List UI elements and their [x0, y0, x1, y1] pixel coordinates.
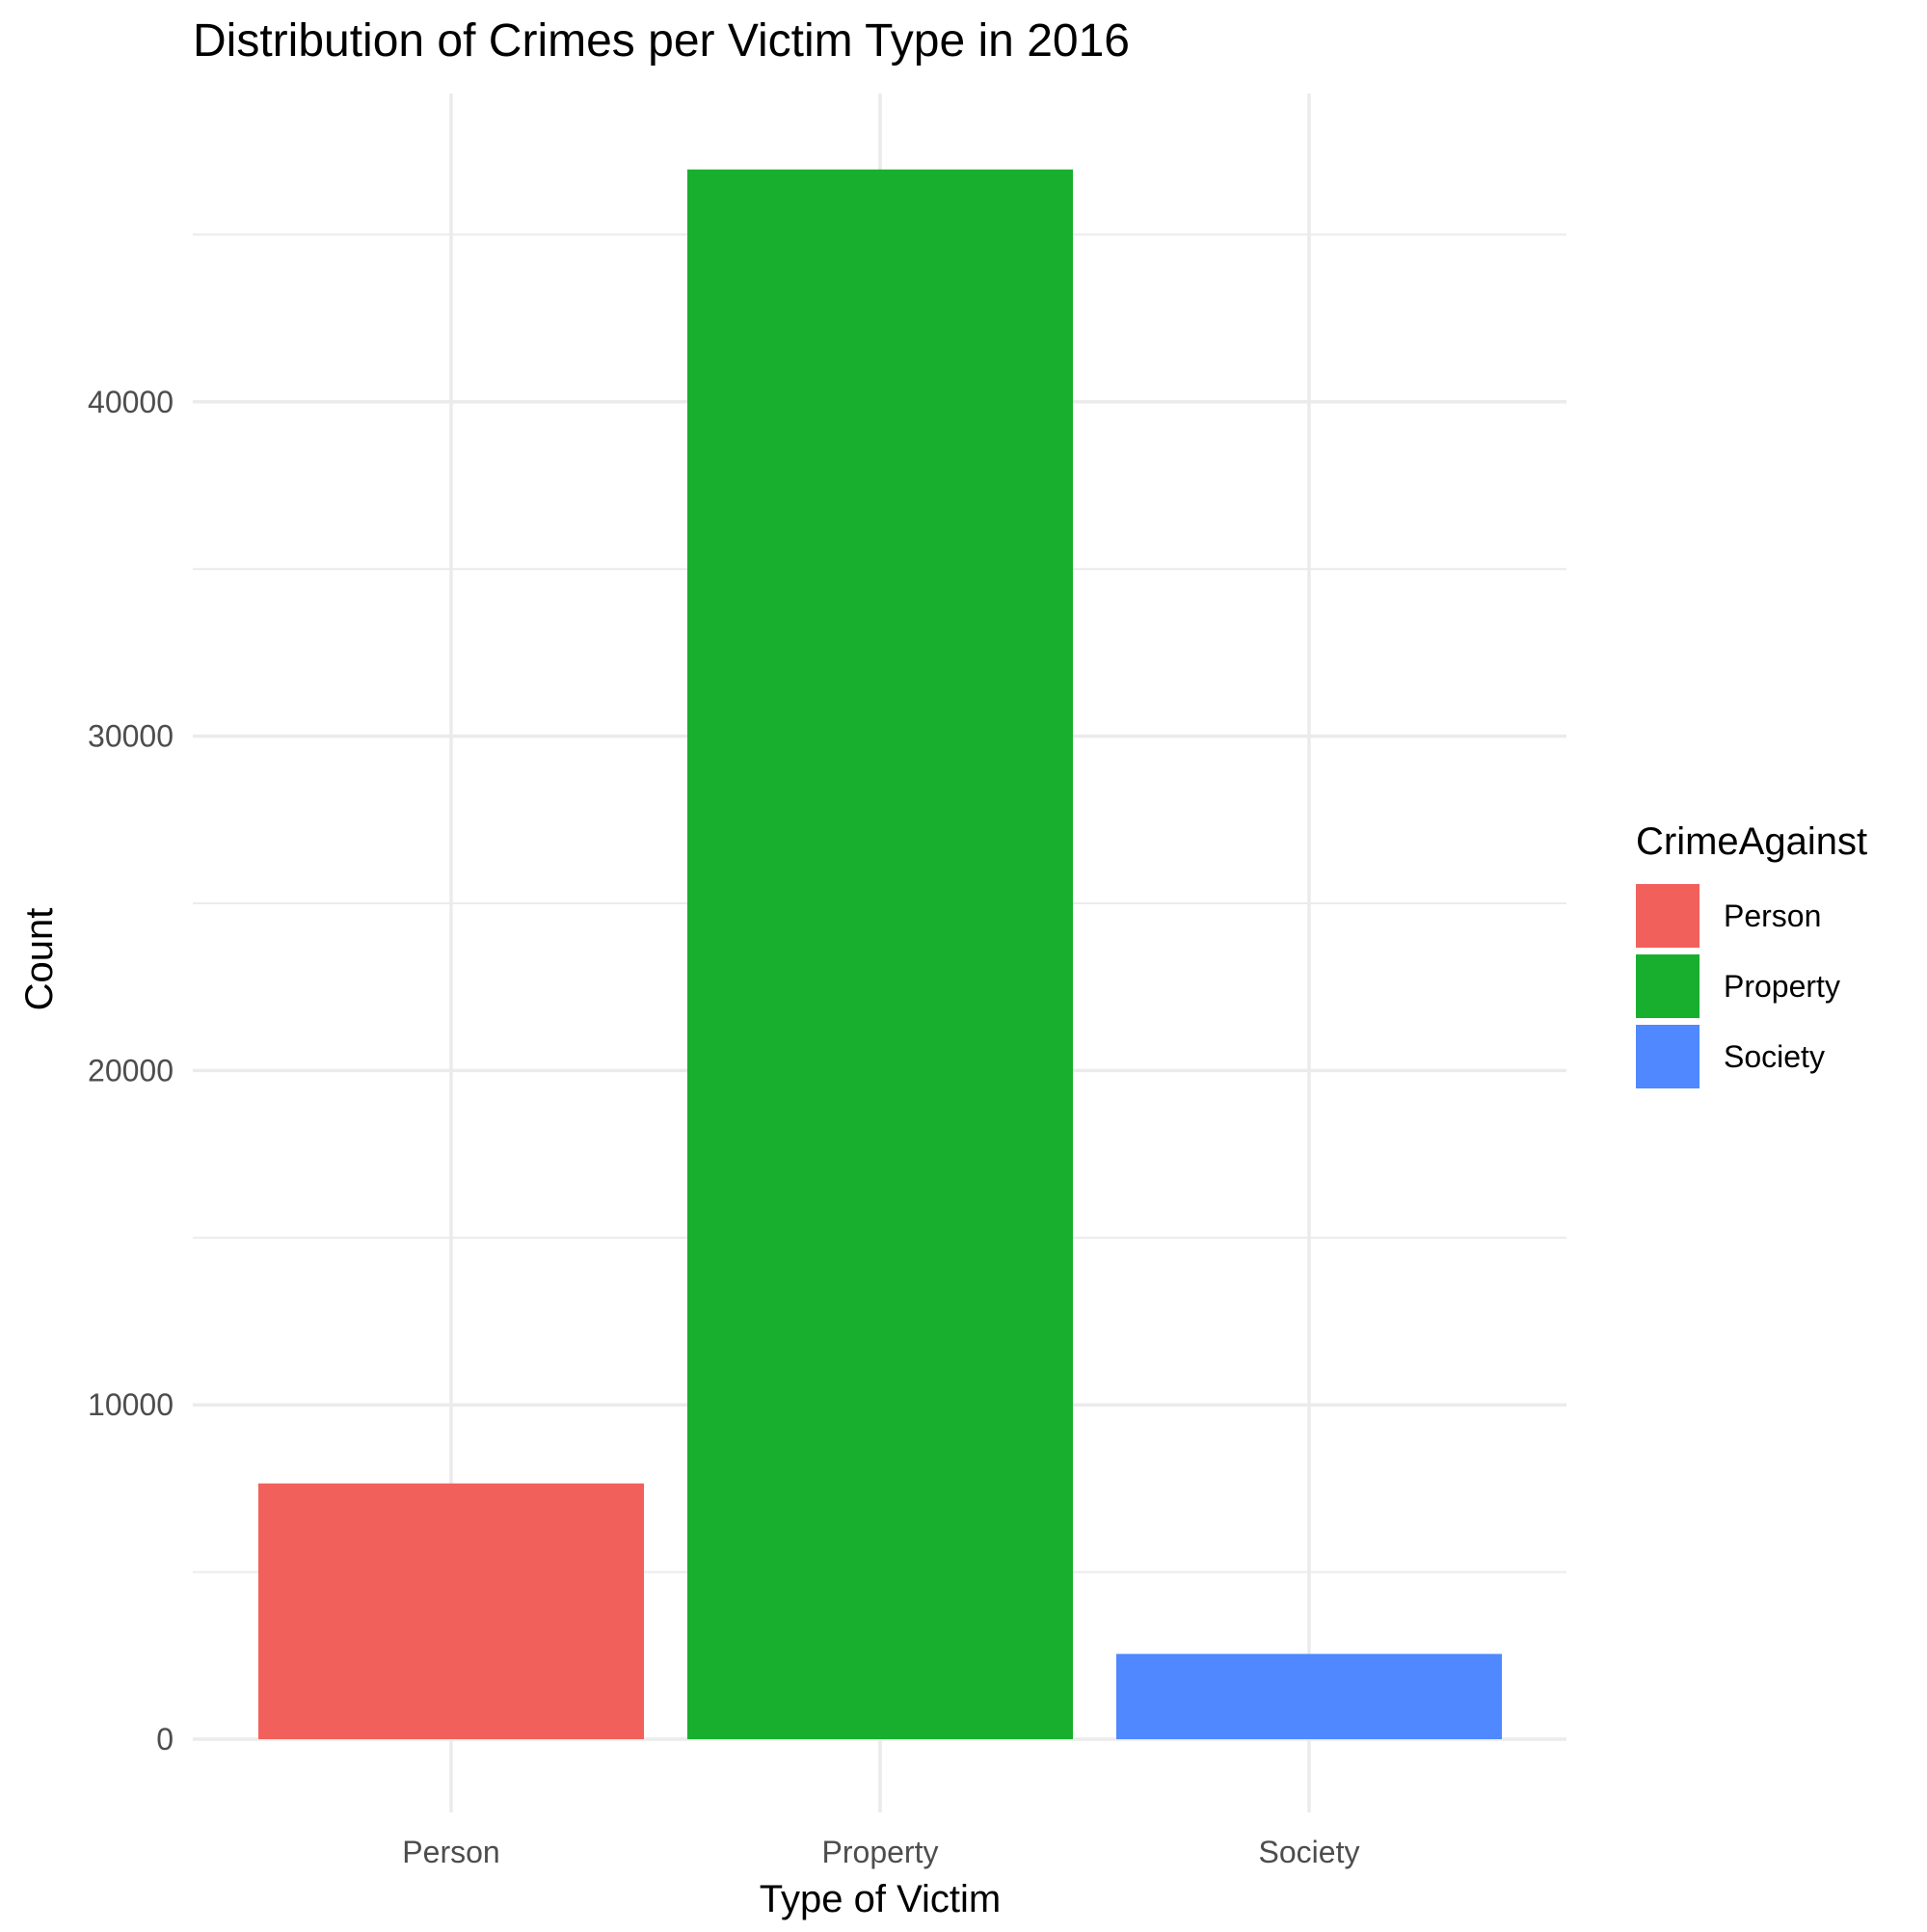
y-axis-ticks: 0 10000 20000 30000 40000	[88, 385, 174, 1757]
y-tick-label: 10000	[88, 1387, 174, 1422]
legend-label-society: Society	[1724, 1039, 1825, 1074]
y-tick-label: 20000	[88, 1053, 174, 1087]
y-axis-title: Count	[18, 908, 61, 1011]
legend-title: CrimeAgainst	[1636, 820, 1867, 863]
legend: CrimeAgainst Person Property Society	[1636, 820, 1867, 1088]
y-tick-label: 0	[156, 1722, 174, 1757]
legend-key-person	[1636, 884, 1700, 948]
y-tick-label: 30000	[88, 719, 174, 754]
x-axis-title: Type of Victim	[760, 1878, 1001, 1920]
y-tick-label: 40000	[88, 385, 174, 419]
chart-title: Distribution of Crimes per Victim Type i…	[193, 15, 1130, 67]
bars	[258, 169, 1502, 1739]
legend-key-society	[1636, 1025, 1700, 1088]
x-axis-ticks: Person Property Society	[402, 1835, 1359, 1869]
x-tick-label: Society	[1259, 1835, 1360, 1869]
legend-key-property	[1636, 954, 1700, 1018]
x-tick-label: Property	[822, 1835, 939, 1869]
legend-entries: Person Property Society	[1636, 884, 1840, 1088]
x-tick-label: Person	[402, 1835, 499, 1869]
bar-person	[258, 1483, 644, 1739]
bar-property	[687, 169, 1073, 1739]
legend-label-person: Person	[1724, 899, 1821, 933]
legend-label-property: Property	[1724, 969, 1840, 1004]
bar-society	[1116, 1653, 1502, 1739]
